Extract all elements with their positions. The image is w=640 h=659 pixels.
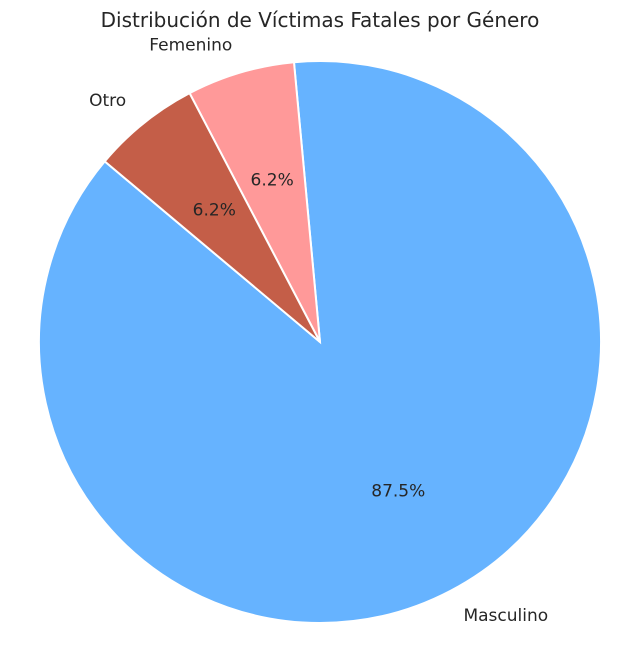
- slice-label-masculino: Masculino: [463, 606, 548, 626]
- percent-label-masculino: 87.5%: [371, 481, 425, 501]
- pie-wedges: [38, 60, 602, 624]
- percent-label-femenino: 6.2%: [251, 170, 294, 190]
- chart-title: Distribución de Víctimas Fatales por Gén…: [101, 8, 540, 32]
- slice-label-otro: Otro: [89, 91, 126, 111]
- percent-label-otro: 6.2%: [193, 201, 236, 221]
- pie-slice-otro: [103, 91, 321, 343]
- slice-label-femenino: Femenino: [149, 36, 232, 56]
- pie-labels: Masculino 87.5% Femenino 6.2% Otro 6.2%: [89, 36, 548, 626]
